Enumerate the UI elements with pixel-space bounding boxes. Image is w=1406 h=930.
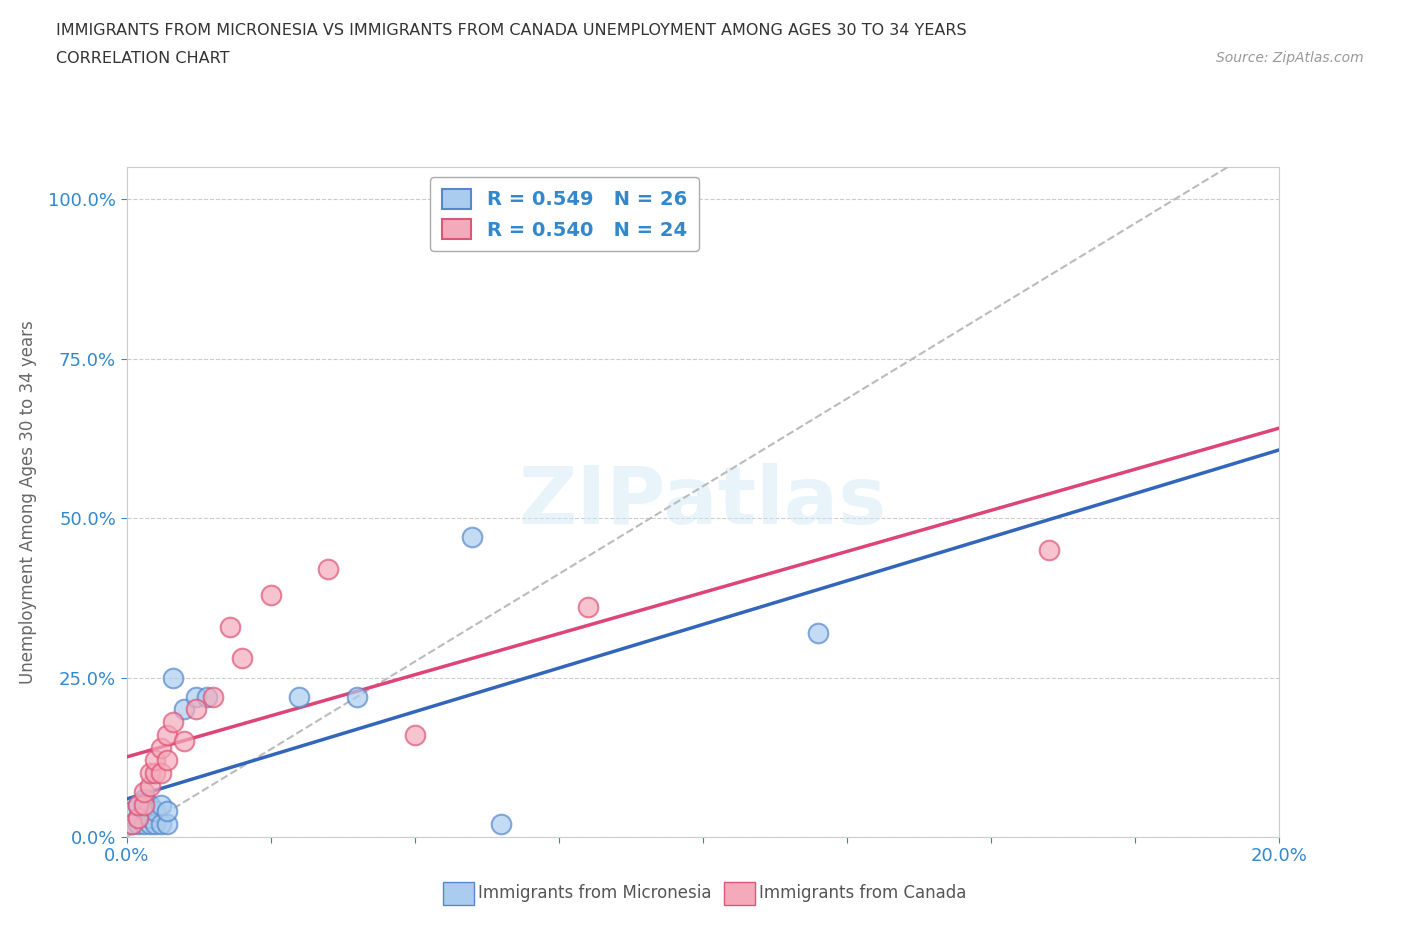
Point bbox=[162, 715, 184, 730]
Point bbox=[404, 727, 426, 742]
Point bbox=[156, 817, 179, 831]
Point bbox=[127, 798, 149, 813]
Point bbox=[145, 817, 166, 831]
Point bbox=[231, 651, 253, 666]
Point bbox=[173, 734, 195, 749]
Point bbox=[195, 689, 218, 704]
Point bbox=[127, 810, 149, 825]
Point bbox=[127, 810, 149, 825]
Point bbox=[288, 689, 311, 704]
Point bbox=[121, 817, 143, 831]
Point bbox=[219, 619, 242, 634]
Point bbox=[138, 778, 160, 793]
Point bbox=[202, 689, 225, 704]
Point bbox=[145, 753, 166, 768]
Point bbox=[127, 798, 149, 813]
Text: Immigrants from Micronesia: Immigrants from Micronesia bbox=[478, 884, 711, 902]
Point bbox=[1038, 542, 1060, 557]
Point bbox=[576, 600, 599, 615]
Point bbox=[150, 765, 173, 780]
Point bbox=[132, 817, 155, 831]
Point bbox=[138, 810, 160, 825]
Point bbox=[156, 804, 179, 819]
Text: ZIPatlas: ZIPatlas bbox=[519, 463, 887, 541]
Point bbox=[184, 702, 207, 717]
Text: IMMIGRANTS FROM MICRONESIA VS IMMIGRANTS FROM CANADA UNEMPLOYMENT AMONG AGES 30 : IMMIGRANTS FROM MICRONESIA VS IMMIGRANTS… bbox=[56, 23, 967, 38]
Point bbox=[145, 804, 166, 819]
Text: Source: ZipAtlas.com: Source: ZipAtlas.com bbox=[1216, 51, 1364, 65]
Text: Immigrants from Canada: Immigrants from Canada bbox=[759, 884, 966, 902]
Y-axis label: Unemployment Among Ages 30 to 34 years: Unemployment Among Ages 30 to 34 years bbox=[20, 320, 37, 684]
Legend: R = 0.549   N = 26, R = 0.540   N = 24: R = 0.549 N = 26, R = 0.540 N = 24 bbox=[430, 177, 699, 251]
Point bbox=[318, 562, 340, 577]
Point bbox=[150, 798, 173, 813]
Point bbox=[259, 587, 281, 602]
Point bbox=[489, 817, 512, 831]
Point bbox=[145, 765, 166, 780]
Point bbox=[346, 689, 368, 704]
Point bbox=[184, 689, 207, 704]
Point bbox=[150, 817, 173, 831]
Point bbox=[127, 817, 149, 831]
Point bbox=[138, 817, 160, 831]
Point bbox=[121, 804, 143, 819]
Point bbox=[156, 753, 179, 768]
Point bbox=[132, 791, 155, 806]
Point bbox=[138, 765, 160, 780]
Point bbox=[461, 530, 484, 545]
Point bbox=[132, 804, 155, 819]
Point bbox=[138, 798, 160, 813]
Point bbox=[150, 740, 173, 755]
Point bbox=[173, 702, 195, 717]
Text: CORRELATION CHART: CORRELATION CHART bbox=[56, 51, 229, 66]
Point bbox=[132, 785, 155, 800]
Point bbox=[807, 626, 830, 641]
Point bbox=[156, 727, 179, 742]
Point bbox=[132, 798, 155, 813]
Point bbox=[162, 671, 184, 685]
Point bbox=[121, 817, 143, 831]
